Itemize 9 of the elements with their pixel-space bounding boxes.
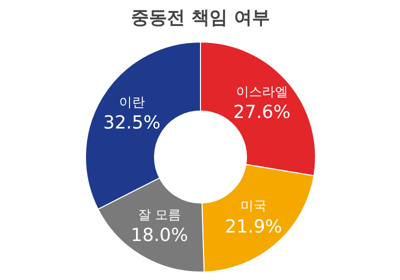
slice-label: 이스라엘 — [236, 85, 288, 100]
data-label: 27.6% — [233, 102, 290, 124]
data-label: 21.9% — [224, 216, 282, 238]
slice-label: 이란 — [118, 95, 145, 110]
chart-title: 중동전 책임 여부 — [131, 8, 270, 28]
data-label: 32.5% — [103, 112, 160, 134]
slice-label: 미국 — [240, 199, 267, 214]
data-label: 18.0% — [130, 225, 188, 246]
slice-label: 잘 모름 — [138, 208, 182, 224]
